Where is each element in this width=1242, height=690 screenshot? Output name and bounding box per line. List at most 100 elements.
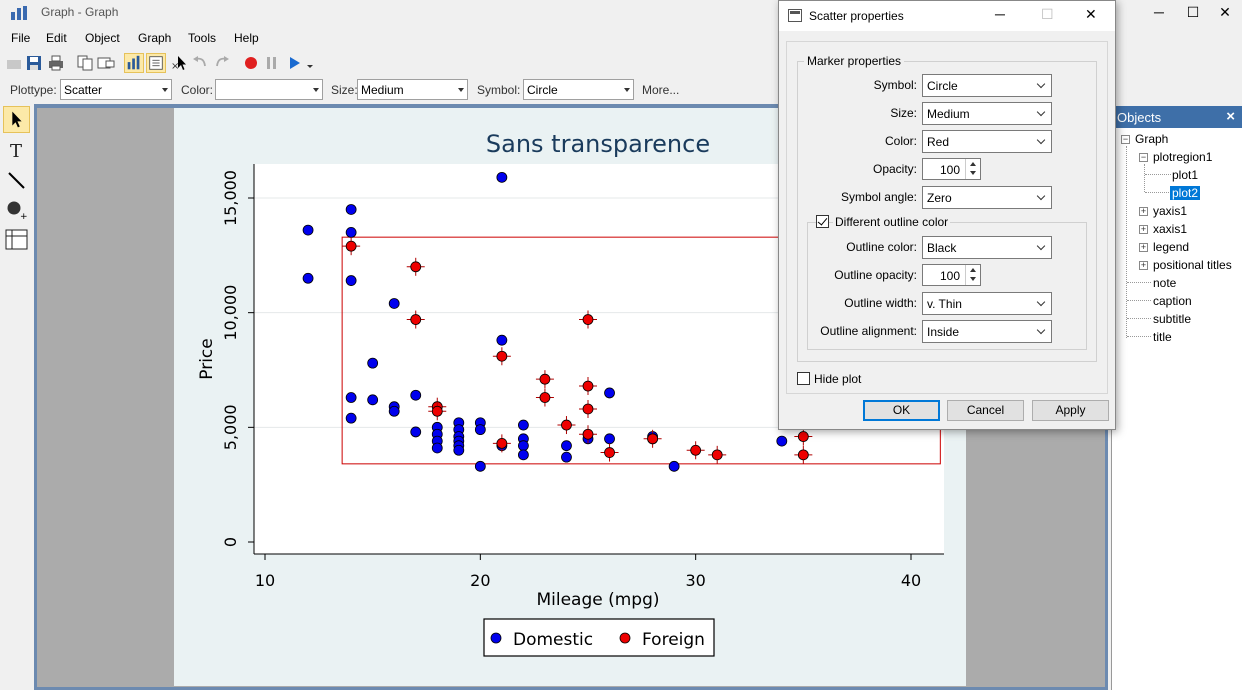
color-select[interactable]: Red	[922, 130, 1052, 153]
expand-icon[interactable]: +	[1139, 224, 1148, 234]
expand-icon[interactable]: +	[1139, 260, 1148, 270]
outline-alignment-select[interactable]: Inside	[922, 320, 1052, 343]
tree-item-yaxis1[interactable]: yaxis1	[1153, 204, 1188, 218]
outline-color-select[interactable]: Black	[922, 236, 1052, 259]
color-select[interactable]	[215, 79, 323, 100]
point-foreign[interactable]	[690, 444, 702, 456]
different-outline-checkbox[interactable]	[816, 215, 829, 228]
tree-item-positional-titles[interactable]: positional titles	[1153, 258, 1232, 272]
legend[interactable]: Domestic Foreign	[483, 618, 715, 657]
point-foreign[interactable]	[582, 314, 594, 325]
ok-button[interactable]: OK	[863, 400, 940, 421]
point-foreign[interactable]	[496, 437, 508, 449]
point-domestic[interactable]	[517, 419, 529, 431]
dialog-minimize-button[interactable]: ─	[995, 6, 1005, 22]
point-foreign[interactable]	[496, 350, 508, 362]
point-foreign[interactable]	[539, 392, 551, 403]
graph-bar-icon[interactable]	[124, 53, 144, 73]
point-domestic[interactable]	[496, 171, 508, 183]
more-button[interactable]: More...	[642, 83, 680, 97]
point-domestic[interactable]	[517, 440, 529, 452]
symbol-select[interactable]: Circle	[922, 74, 1052, 97]
size-select[interactable]: Medium	[922, 102, 1052, 125]
point-domestic[interactable]	[474, 424, 486, 436]
point-domestic[interactable]	[776, 435, 788, 447]
tree-item-plot1[interactable]: plot1	[1172, 168, 1199, 182]
point-domestic[interactable]	[668, 460, 680, 472]
point-foreign[interactable]	[711, 449, 723, 461]
point-foreign[interactable]	[561, 419, 572, 431]
tree-item-plot2[interactable]: plot2	[1170, 186, 1201, 200]
point-domestic[interactable]	[410, 389, 422, 401]
tree-item-subtitle[interactable]: subtitle	[1153, 312, 1192, 326]
text-tool-icon[interactable]: T	[3, 137, 30, 164]
tree-item-xaxis1[interactable]: xaxis1	[1153, 222, 1188, 236]
graph-window-icon[interactable]	[96, 53, 116, 73]
point-domestic[interactable]	[388, 298, 400, 309]
tree-item-legend[interactable]: legend	[1153, 240, 1190, 254]
menu-help[interactable]: Help	[234, 31, 259, 45]
point-foreign[interactable]	[582, 428, 594, 440]
point-foreign[interactable]	[410, 261, 422, 273]
point-domestic[interactable]	[517, 449, 529, 461]
point-domestic[interactable]	[388, 405, 400, 417]
point-domestic[interactable]	[561, 451, 572, 463]
apply-button[interactable]: Apply	[1032, 400, 1109, 421]
grid-editor-tool-icon[interactable]	[3, 226, 30, 253]
point-domestic[interactable]	[453, 444, 465, 456]
expand-icon[interactable]: +	[1139, 242, 1148, 252]
pause-icon[interactable]	[262, 53, 282, 73]
print-icon[interactable]	[46, 53, 66, 73]
line-tool-icon[interactable]	[3, 167, 30, 194]
opacity-spinner[interactable]: 100	[922, 158, 981, 180]
menu-file[interactable]: File	[11, 31, 31, 45]
point-domestic[interactable]	[561, 440, 572, 452]
tree-item-plotregion1[interactable]: plotregion1	[1153, 150, 1213, 164]
point-foreign[interactable]	[410, 314, 422, 325]
dialog-close-button[interactable]: ✕	[1085, 6, 1097, 22]
redo-icon[interactable]	[212, 53, 232, 73]
point-domestic[interactable]	[345, 227, 357, 238]
collapse-icon[interactable]: −	[1139, 152, 1148, 162]
point-foreign[interactable]	[345, 240, 357, 252]
y-axis-label[interactable]: Price	[197, 338, 217, 379]
menu-tools[interactable]: Tools	[188, 31, 217, 45]
tree-item-caption[interactable]: caption	[1153, 294, 1192, 308]
collapse-icon[interactable]: −	[1121, 134, 1130, 144]
menu-graph[interactable]: Graph	[138, 31, 172, 45]
tree-item-title[interactable]: title	[1153, 330, 1172, 344]
point-domestic[interactable]	[474, 460, 486, 472]
minimize-button[interactable]: ─	[1154, 4, 1164, 20]
point-domestic[interactable]	[345, 275, 357, 286]
object-browser-icon[interactable]	[146, 53, 166, 73]
point-foreign[interactable]	[797, 431, 809, 442]
expand-icon[interactable]: +	[1139, 206, 1148, 216]
outline-opacity-spinner[interactable]: 100	[922, 264, 981, 286]
point-domestic[interactable]	[367, 357, 379, 369]
plottype-select[interactable]: Scatter	[60, 79, 172, 100]
hide-plot-checkbox[interactable]	[797, 372, 810, 385]
chart-title[interactable]: Sans transparence	[486, 130, 710, 158]
record-icon[interactable]	[241, 53, 261, 73]
save-icon[interactable]	[24, 53, 44, 73]
size-select[interactable]: Medium	[357, 79, 468, 100]
spinner-arrows-icon[interactable]	[965, 159, 980, 179]
point-foreign[interactable]	[582, 380, 594, 392]
point-domestic[interactable]	[345, 392, 357, 403]
point-domestic[interactable]	[345, 412, 357, 424]
point-foreign[interactable]	[539, 373, 551, 385]
cancel-button[interactable]: Cancel	[947, 400, 1024, 421]
open-icon[interactable]	[4, 53, 24, 73]
point-domestic[interactable]	[604, 433, 615, 445]
symbol-angle-select[interactable]: Zero	[922, 186, 1052, 209]
point-foreign[interactable]	[604, 447, 615, 458]
point-domestic[interactable]	[345, 204, 357, 215]
point-foreign[interactable]	[582, 403, 594, 415]
play-icon[interactable]	[285, 53, 305, 73]
maximize-button[interactable]: ☐	[1186, 4, 1200, 20]
close-pane-icon[interactable]: ×	[168, 53, 188, 73]
tree-item-note[interactable]: note	[1153, 276, 1177, 290]
add-marker-tool-icon[interactable]: +	[3, 196, 30, 223]
point-domestic[interactable]	[431, 442, 443, 454]
menu-object[interactable]: Object	[85, 31, 120, 45]
